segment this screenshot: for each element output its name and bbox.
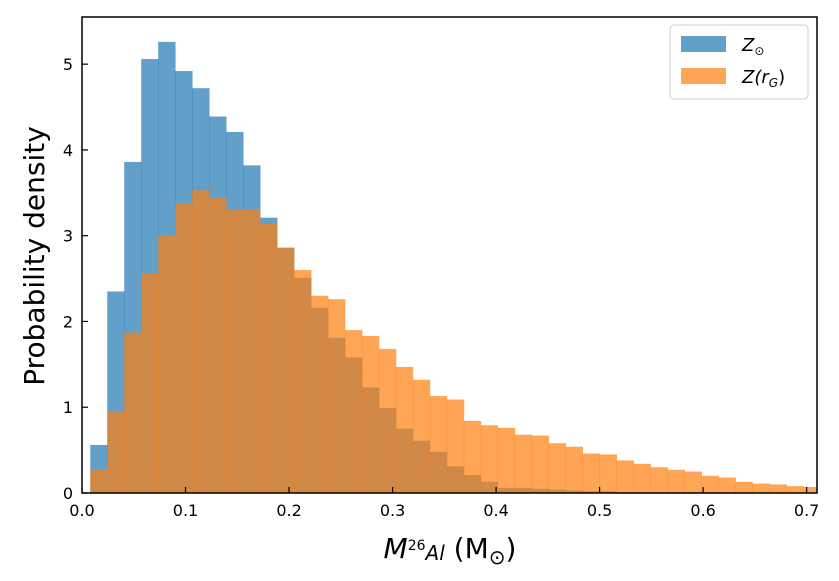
histogram-bar <box>192 190 210 494</box>
histogram-bar <box>90 468 108 493</box>
histogram-bar <box>260 223 278 493</box>
histogram-bar <box>107 411 125 493</box>
histogram-bar <box>548 443 567 493</box>
histogram-bar <box>294 270 312 493</box>
legend-label-z-sun: Z⊙ <box>741 35 764 58</box>
histogram-bar <box>650 467 668 493</box>
x-tick-label: 0.3 <box>380 501 405 520</box>
x-tick-label: 0.5 <box>587 501 612 520</box>
legend: Z⊙ Z(rG) <box>669 24 809 100</box>
histogram-bar <box>633 463 651 493</box>
histogram-bar <box>243 209 261 494</box>
histogram-bar <box>531 435 550 493</box>
histogram-bar <box>599 454 617 493</box>
histogram-bar <box>277 247 295 493</box>
histogram-bars <box>90 41 818 494</box>
histogram-bar <box>226 209 244 494</box>
x-tick-label: 0.1 <box>173 501 198 520</box>
x-axis-ticks: 0.0 0.1 0.2 0.3 0.4 0.5 0.6 0.7 <box>69 487 819 520</box>
histogram-bar <box>497 427 516 493</box>
histogram-bar <box>378 348 397 493</box>
histogram-bar <box>480 425 499 493</box>
histogram-bar <box>344 330 363 493</box>
histogram-bar <box>735 481 753 493</box>
y-tick-label: 3 <box>63 227 73 246</box>
legend-label-z-rg: Z(rG) <box>741 67 785 90</box>
x-axis-label-unit-open: (M <box>445 532 489 565</box>
histogram-bar <box>752 483 770 493</box>
histogram-bar <box>718 477 736 493</box>
histogram-bar <box>412 379 431 493</box>
histogram-bar <box>582 453 601 493</box>
histogram-bar <box>446 399 465 493</box>
histogram-bar <box>514 434 533 493</box>
histogram-bar <box>684 471 702 493</box>
histogram-bar <box>310 295 329 493</box>
x-axis-label-superscript: 26 <box>408 538 426 554</box>
histogram-bar <box>209 197 227 494</box>
histogram-bar <box>463 420 482 493</box>
plot-frame <box>81 16 818 494</box>
x-axis-label: M26Al (M⊙) <box>384 532 517 569</box>
y-tick-label: 1 <box>63 398 73 417</box>
x-tick-label: 0.4 <box>483 501 508 520</box>
x-axis-label-unit-subscript: ⊙ <box>489 545 506 569</box>
histogram-bar <box>124 332 142 493</box>
x-axis-label-subscript: Al <box>424 541 446 565</box>
y-tick-label: 5 <box>63 55 73 74</box>
histogram-bar <box>361 336 380 493</box>
legend-swatch-z-rg <box>681 68 726 84</box>
histogram-bar <box>667 469 685 493</box>
histogram-bar <box>803 486 818 493</box>
histogram-bar <box>395 366 414 493</box>
x-tick-label: 0.0 <box>69 501 94 520</box>
x-tick-label: 0.7 <box>794 501 819 520</box>
histogram-bar <box>429 396 448 493</box>
x-axis-label-unit-close: ) <box>506 532 517 565</box>
histogram-bar <box>175 203 193 494</box>
legend-swatch-z-sun <box>681 36 726 52</box>
histogram-series-z-rg <box>90 190 818 494</box>
histogram-bar <box>786 486 804 493</box>
y-axis-ticks: 0 1 2 3 4 5 <box>63 55 88 503</box>
y-axis-label: Probability density <box>18 126 51 386</box>
histogram-bar <box>616 460 634 493</box>
histogram-bar <box>701 475 719 493</box>
y-tick-label: 0 <box>63 484 73 503</box>
histogram-bar <box>565 446 584 493</box>
histogram-bar <box>327 299 346 493</box>
y-tick-label: 4 <box>63 141 73 160</box>
y-tick-label: 2 <box>63 312 73 331</box>
histogram-bar <box>769 484 787 493</box>
x-axis-label-main: M <box>384 532 408 565</box>
histogram-bar <box>141 273 159 493</box>
x-tick-label: 0.6 <box>690 501 715 520</box>
x-tick-label: 0.2 <box>276 501 301 520</box>
histogram-bar <box>158 235 176 493</box>
